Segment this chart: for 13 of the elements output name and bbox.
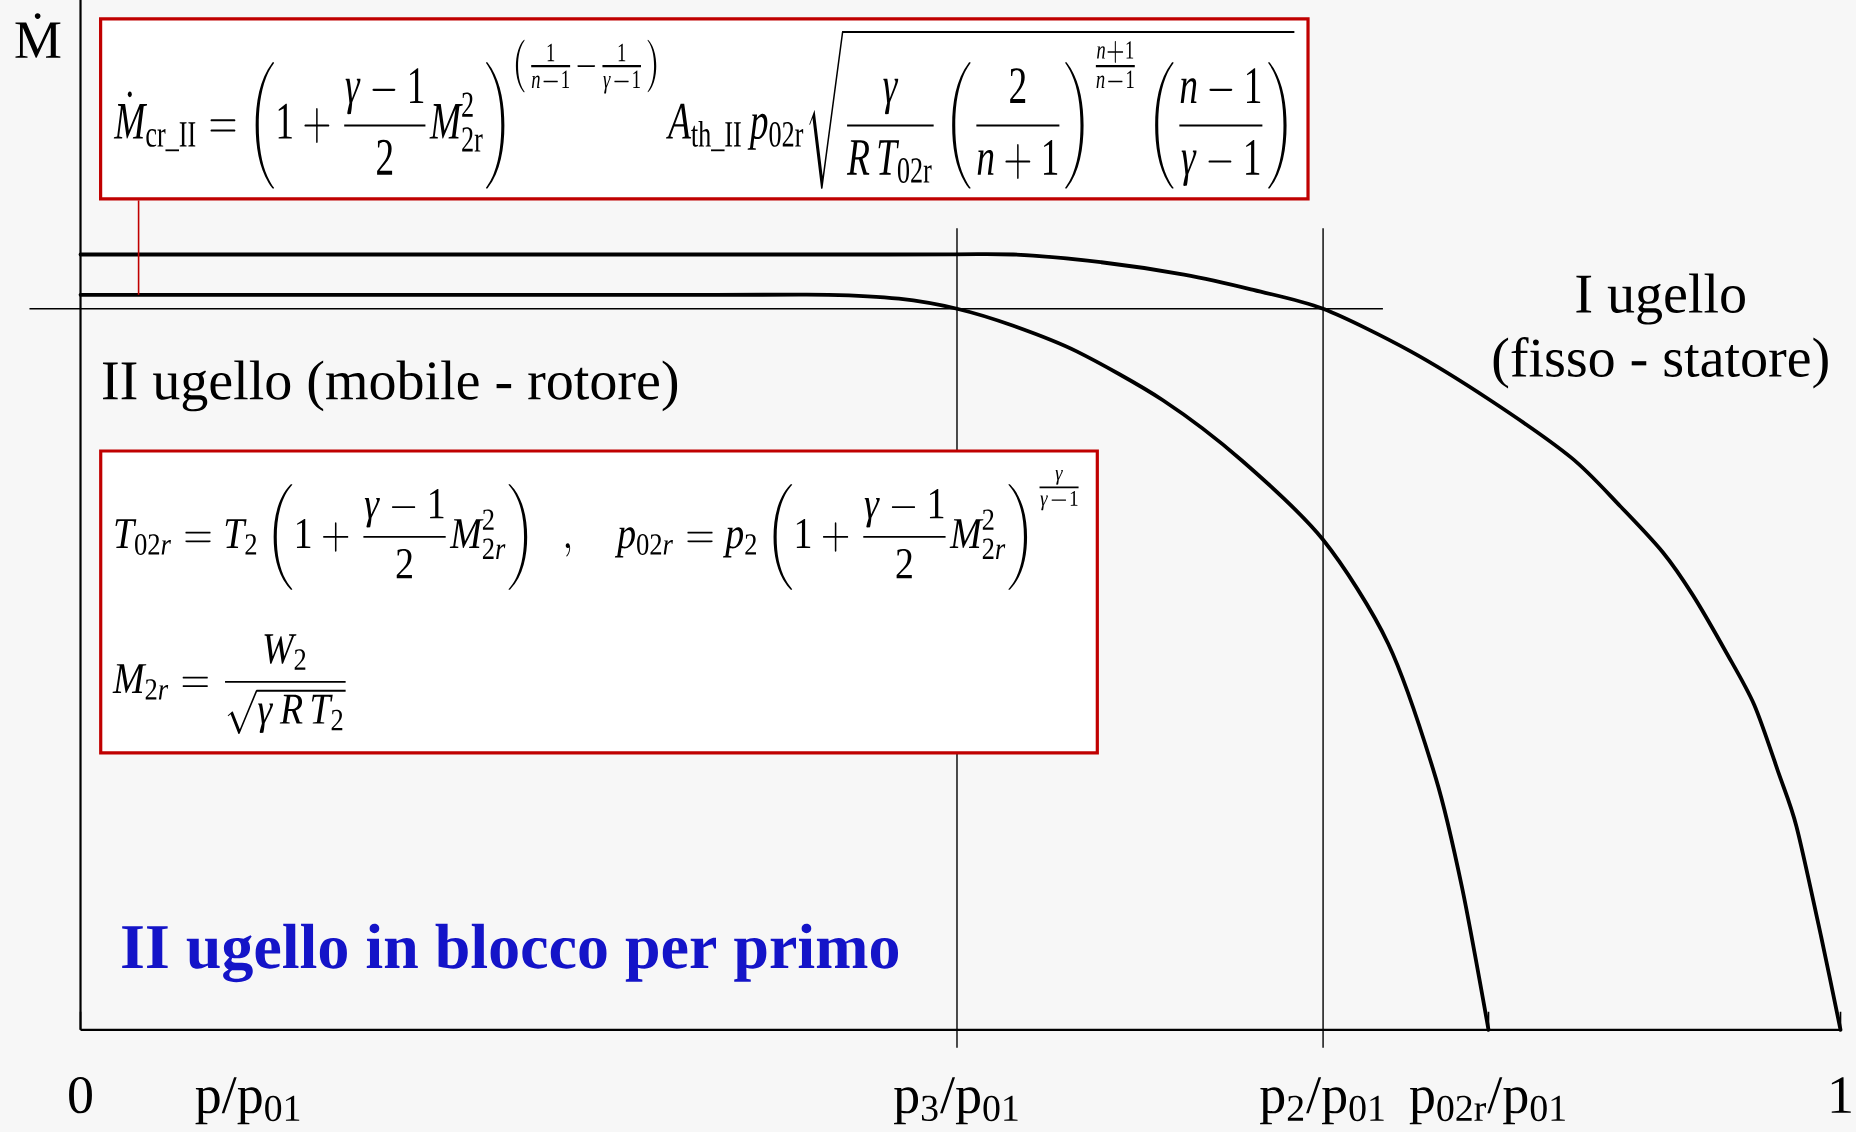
annotation: $\dot{M}_{\mathrm{cr\_II}}=\left(1+\frac{\gamma-1}{2}M_{\mathrm{2r}}^{2}\right)^{\left(\frac{1}{n-1}-\frac{1}{\gamma-1}\right)}A_{\mathrm{th\_II}}\,p_{\mathrm{02r}}\sqrt{\frac{\gamma}{R\,T_{\mathrm{02r}}}\left(\frac{2}{n+1}\right)^{\frac{n+1}{n-1}}\left(\frac{n-1}{\gamma-1}\right)}$: [113, 30, 1295, 189]
annotation: II ugello in blocco per primo: [122, 923, 899, 983]
ref-line-label: p$_{2}$/p$_{01}$: [1260, 1077, 1384, 1125]
x-tick-label: 0: [69, 1076, 92, 1114]
ref-line-label: p$_{3}$/p$_{01}$: [894, 1077, 1018, 1125]
annotation: $T_{02r}=T_{2}\left(1+\frac{\gamma-1}{2}M_{2r}^{2}\right)\;\;,\quad p_{02r}=p_{2}\left(1+\frac{\gamma-1}{2}M_{2r}^{2}\right)^{\frac{\gamma}{\gamma-1}}$: [115, 469, 1079, 590]
y-axis-title: Ṁ: [15, 13, 61, 58]
annotation: $M_{2r}=\frac{W_{2}}{\sqrt{\gamma\,R\,T_{2}}}$: [112, 634, 346, 734]
series-label: I ugello (fisso - statore): [1493, 273, 1828, 389]
x-tick-label: p$_{02r}$/p$_{01}$: [1409, 1077, 1565, 1125]
x-tick-label: 1: [1831, 1077, 1851, 1113]
series-label: II ugello (mobile - rotore): [103, 360, 678, 412]
x-axis-title: p/p$_{01}$: [195, 1077, 300, 1125]
